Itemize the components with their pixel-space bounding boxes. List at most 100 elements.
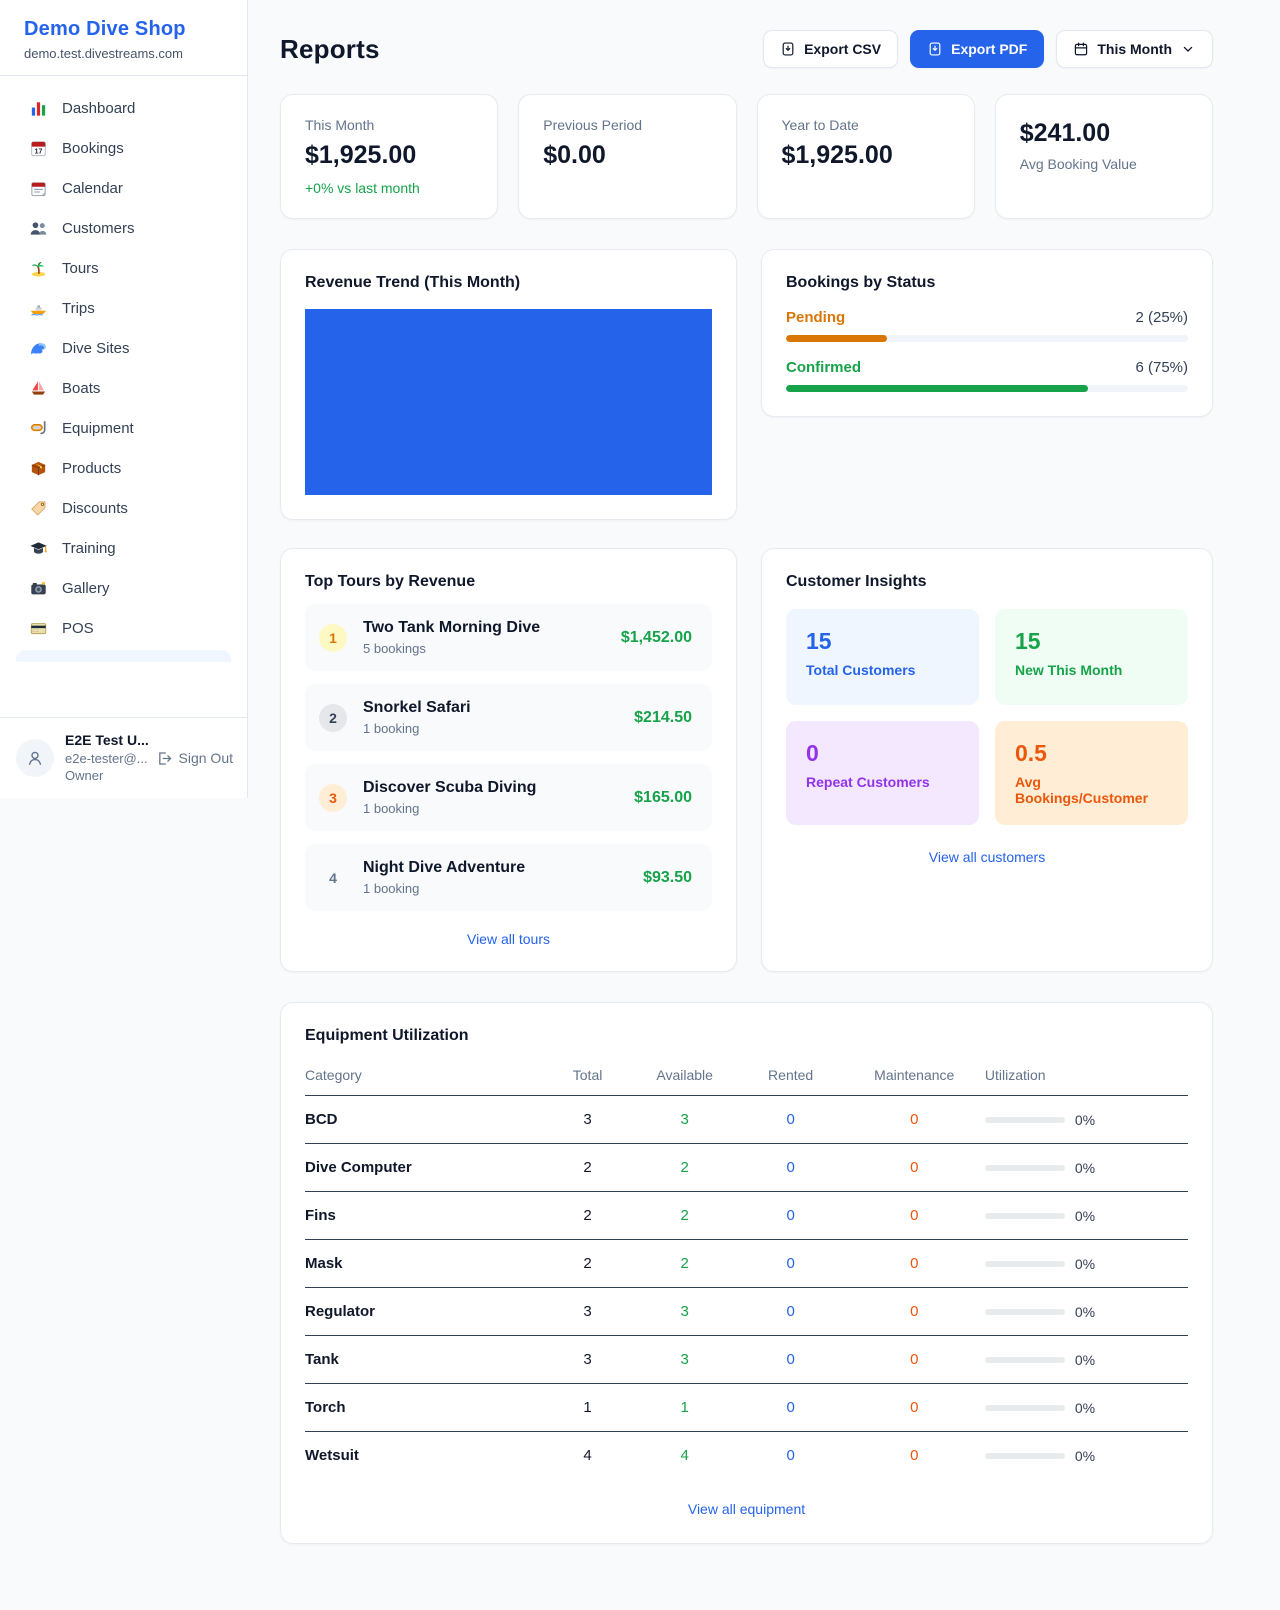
camera-icon <box>28 578 48 598</box>
status-bar-fill <box>786 335 887 342</box>
customer-insights-card: Customer Insights 15 Total Customers 15 … <box>761 548 1213 972</box>
equipment-maintenance: 0 <box>843 1335 985 1384</box>
equipment-maintenance: 0 <box>843 1287 985 1336</box>
tile-avg-bookings-customer: 0.5 Avg Bookings/Customer <box>995 721 1188 825</box>
sidebar-item-calendar[interactable]: Calendar <box>16 168 231 208</box>
tour-bookings: 1 booking <box>363 801 420 816</box>
sidebar-item-equipment[interactable]: Equipment <box>16 408 231 448</box>
sidebar-item-products[interactable]: Products <box>16 448 231 488</box>
sidebar-item-customers[interactable]: Customers <box>16 208 231 248</box>
stat-value: $241.00 <box>1019 119 1111 147</box>
column-header: Total <box>543 1059 632 1096</box>
sign-out-button[interactable]: Sign Out <box>156 750 233 767</box>
wave-icon <box>28 338 48 358</box>
stat-card-year-to-date: Year to Date $1,925.00 <box>756 94 975 219</box>
equipment-available: 2 <box>631 1191 738 1240</box>
tour-list-item[interactable]: 1 Two Tank Morning Dive 5 bookings $1,45… <box>305 604 712 671</box>
view-all-tours-link[interactable]: View all tours <box>466 931 550 947</box>
dive-mask-icon <box>28 418 48 438</box>
utilization-bar <box>984 1116 1065 1123</box>
view-all-equipment-link[interactable]: View all equipment <box>687 1501 806 1517</box>
sidebar-item-boats[interactable]: Boats <box>16 368 231 408</box>
column-header: Category <box>305 1059 544 1096</box>
sidebar-item-label: Gallery <box>62 579 110 597</box>
sidebar-item-label: Calendar <box>62 179 123 197</box>
tour-revenue: $214.50 <box>634 708 692 726</box>
stat-card-this-month: This Month $1,925.00 +0% vs last month <box>280 94 499 219</box>
user-name: E2E Test U... <box>65 732 149 749</box>
sidebar-item-trips[interactable]: Trips <box>16 288 231 328</box>
equipment-total: 2 <box>543 1239 632 1288</box>
user-info: E2E Test U... e2e-tester@... Owner <box>65 731 149 785</box>
rank-badge: 1 <box>319 623 347 652</box>
equipment-category: Mask <box>305 1239 544 1288</box>
rank-badge: 4 <box>329 869 337 886</box>
equipment-category: Wetsuit <box>305 1447 359 1464</box>
tour-list-item[interactable]: 3 Discover Scuba Diving 1 booking $165.0… <box>305 764 712 831</box>
view-all-customers-link[interactable]: View all customers <box>928 849 1046 865</box>
equipment-maintenance: 0 <box>843 1239 985 1288</box>
period-select[interactable]: This Month <box>1056 30 1213 68</box>
equipment-category: Torch <box>305 1383 544 1432</box>
equipment-utilization-card: Equipment Utilization Category Total Ava… <box>280 1002 1213 1544</box>
equipment-total: 2 <box>543 1143 632 1192</box>
table-row: BCD 3 3 0 0 0% <box>305 1095 1188 1144</box>
user-role: Owner <box>65 768 104 784</box>
revenue-trend-card: Revenue Trend (This Month) <box>280 249 737 520</box>
charts-row: Revenue Trend (This Month) Bookings by S… <box>280 249 1213 520</box>
equipment-available: 3 <box>631 1335 738 1384</box>
equipment-table: Category Total Available Rented Maintena… <box>305 1059 1188 1479</box>
tile-label: New This Month <box>1015 662 1123 678</box>
equipment-category: Dive Computer <box>305 1143 544 1192</box>
equipment-category: BCD <box>305 1095 544 1144</box>
main-content: Reports Export CSV Export PDF This Month… <box>280 0 1213 1544</box>
status-bar-track <box>786 335 1188 342</box>
bookings-by-status-title: Bookings by Status <box>786 274 936 291</box>
utilization-percent: 0% <box>1074 1303 1096 1320</box>
sidebar-item-label: Products <box>62 459 122 477</box>
tour-list-item[interactable]: 4 Night Dive Adventure 1 booking $93.50 <box>305 844 712 911</box>
equipment-available: 3 <box>631 1095 738 1144</box>
logout-icon <box>158 751 171 765</box>
page-title: Reports <box>280 33 380 64</box>
stat-label: Avg Booking Value <box>1019 156 1137 172</box>
sidebar-item-discounts[interactable]: Discounts <box>16 488 231 528</box>
tour-list-item[interactable]: 2 Snorkel Safari 1 booking $214.50 <box>305 684 712 751</box>
utilization-percent: 0% <box>1074 1111 1096 1128</box>
sidebar-item-tours[interactable]: Tours <box>16 248 231 288</box>
stat-delta: +0% vs last month <box>305 180 420 196</box>
stat-label: This Month <box>305 117 375 133</box>
header-actions: Export CSV Export PDF This Month <box>763 30 1213 68</box>
utilization-bar <box>984 1404 1065 1411</box>
equipment-total: 3 <box>543 1335 632 1384</box>
equipment-rented: 0 <box>737 1191 844 1240</box>
table-row: Fins 2 2 0 0 0% <box>305 1191 1188 1240</box>
file-download-icon <box>782 42 794 56</box>
equipment-maintenance: 0 <box>843 1191 985 1240</box>
sidebar-item-gallery[interactable]: Gallery <box>16 568 231 608</box>
sidebar-item-training[interactable]: Training <box>16 528 231 568</box>
stat-label: Year to Date <box>781 117 859 133</box>
table-row: Dive Computer 2 2 0 0 0% <box>305 1143 1188 1192</box>
stat-value: $1,925.00 <box>305 141 417 169</box>
sidebar-item-label: Equipment <box>62 419 134 437</box>
sidebar-item-label: POS <box>62 619 94 637</box>
export-pdf-button[interactable]: Export PDF <box>910 30 1045 68</box>
tile-value: 15 <box>1015 628 1041 654</box>
equipment-total: 3 <box>543 1095 632 1144</box>
export-csv-button[interactable]: Export CSV <box>763 30 899 68</box>
sidebar-item-pos[interactable]: POS <box>16 608 231 648</box>
sidebar-item-dashboard[interactable]: Dashboard <box>16 88 231 128</box>
tile-value: 15 <box>806 628 832 654</box>
sidebar-item-dive-sites[interactable]: Dive Sites <box>16 328 231 368</box>
equipment-total: 1 <box>543 1383 632 1432</box>
period-label: This Month <box>1097 41 1172 57</box>
rank-badge: 2 <box>319 703 347 732</box>
top-tours-title: Top Tours by Revenue <box>305 573 476 590</box>
stat-card-avg-booking-value: $241.00 Avg Booking Value <box>994 94 1213 219</box>
sidebar-item-bookings[interactable]: 17 Bookings <box>16 128 231 168</box>
revenue-trend-title: Revenue Trend (This Month) <box>305 274 521 291</box>
table-row: Regulator 3 3 0 0 0% <box>305 1287 1188 1336</box>
column-header: Maintenance <box>843 1059 985 1096</box>
tile-new-this-month: 15 New This Month <box>995 609 1188 705</box>
